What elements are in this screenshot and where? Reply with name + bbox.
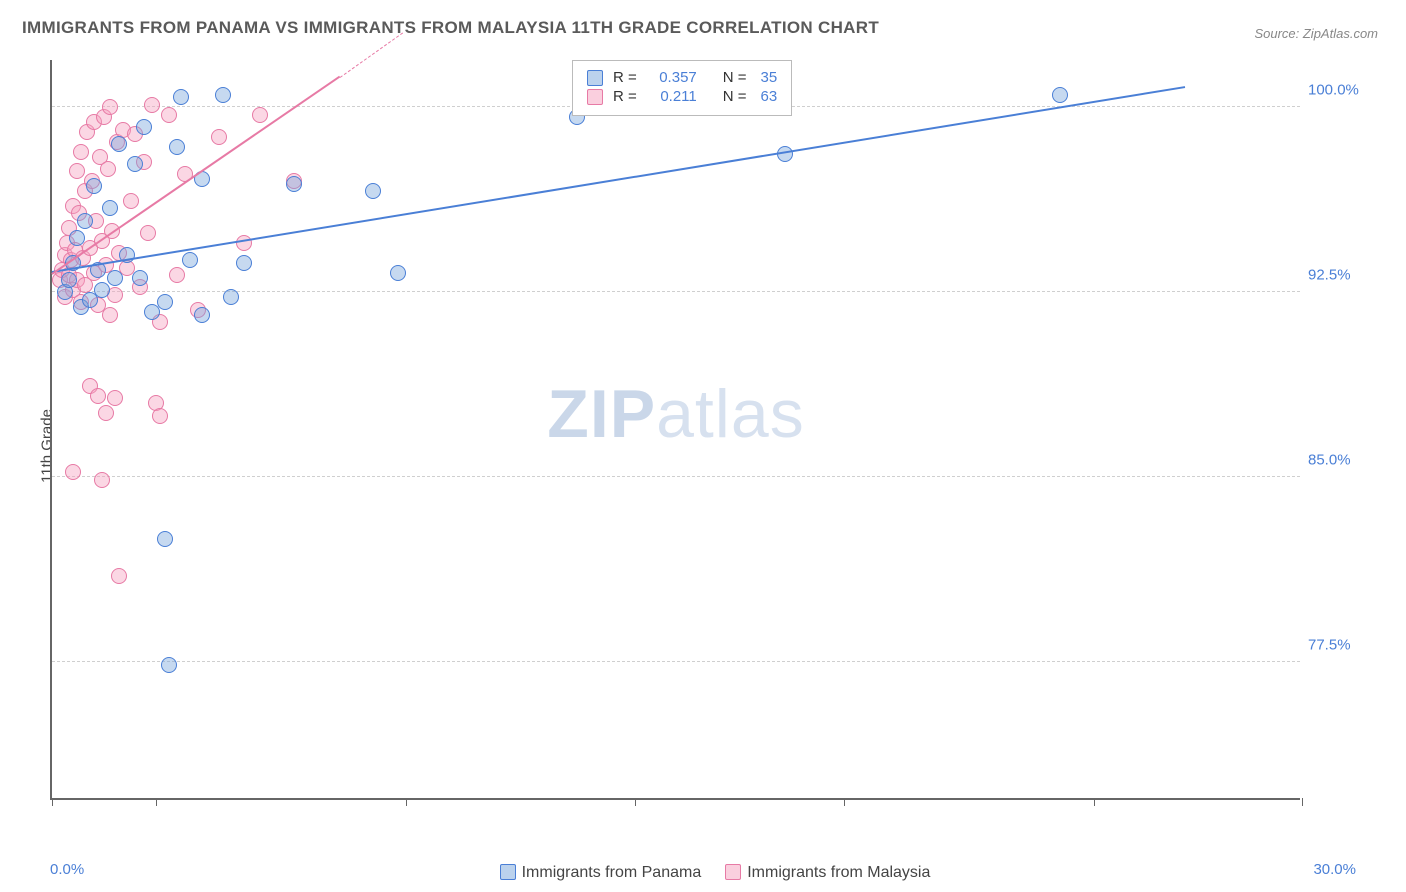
data-point	[252, 107, 268, 123]
legend-row: R = 0.211 N = 63	[587, 88, 777, 105]
data-point	[102, 200, 118, 216]
data-point	[215, 87, 231, 103]
legend-label: Immigrants from Malaysia	[747, 864, 930, 881]
n-label: N =	[723, 69, 747, 86]
r-label: R =	[613, 69, 637, 86]
data-point	[127, 156, 143, 172]
data-point	[173, 89, 189, 105]
n-value: 35	[761, 69, 778, 86]
data-point	[65, 464, 81, 480]
data-point	[94, 472, 110, 488]
legend-swatch	[500, 864, 516, 880]
n-value: 63	[761, 88, 778, 105]
n-label: N =	[723, 88, 747, 105]
legend-swatch	[587, 70, 603, 86]
data-point	[236, 235, 252, 251]
legend-swatch	[587, 89, 603, 105]
data-point	[223, 289, 239, 305]
gridline	[52, 661, 1300, 662]
trend-line-extrapolated	[339, 32, 402, 77]
data-point	[132, 270, 148, 286]
data-point	[102, 99, 118, 115]
gridline	[52, 476, 1300, 477]
correlation-legend: R = 0.357 N = 35 R = 0.211 N = 63	[572, 60, 792, 116]
data-point	[102, 307, 118, 323]
data-point	[61, 272, 77, 288]
x-tick	[52, 798, 53, 806]
y-tick-label: 85.0%	[1308, 452, 1378, 469]
x-tick	[156, 798, 157, 806]
data-point	[161, 107, 177, 123]
source-attribution: Source: ZipAtlas.com	[1254, 26, 1378, 41]
r-value: 0.357	[651, 69, 697, 86]
data-point	[94, 282, 110, 298]
data-point	[107, 270, 123, 286]
legend-swatch	[725, 864, 741, 880]
x-tick	[1094, 798, 1095, 806]
x-tick	[635, 798, 636, 806]
x-tick	[1302, 798, 1303, 806]
data-point	[161, 657, 177, 673]
chart-title: IMMIGRANTS FROM PANAMA VS IMMIGRANTS FRO…	[22, 18, 879, 38]
data-point	[73, 144, 89, 160]
data-point	[211, 129, 227, 145]
data-point	[136, 119, 152, 135]
y-tick-label: 100.0%	[1308, 82, 1378, 99]
data-point	[194, 307, 210, 323]
data-point	[144, 97, 160, 113]
scatter-plot: ZIPatlas R =0.357N =35R =0.211N =63 77.5…	[50, 60, 1300, 800]
watermark-light: atlas	[656, 376, 805, 452]
series-legend: Immigrants from Panama Immigrants from Ma…	[0, 864, 1406, 882]
data-point	[286, 176, 302, 192]
data-point	[98, 405, 114, 421]
data-point	[169, 267, 185, 283]
legend-row: R = 0.357 N = 35	[587, 69, 777, 86]
data-point	[123, 193, 139, 209]
watermark: ZIPatlas	[547, 375, 804, 453]
data-point	[111, 136, 127, 152]
data-point	[365, 183, 381, 199]
data-point	[140, 225, 156, 241]
data-point	[152, 408, 168, 424]
data-point	[86, 178, 102, 194]
data-point	[69, 163, 85, 179]
legend-label: Immigrants from Panama	[522, 864, 702, 881]
data-point	[157, 294, 173, 310]
watermark-bold: ZIP	[547, 376, 656, 452]
data-point	[111, 568, 127, 584]
data-point	[236, 255, 252, 271]
data-point	[169, 139, 185, 155]
data-point	[390, 265, 406, 281]
data-point	[182, 252, 198, 268]
data-point	[90, 388, 106, 404]
r-value: 0.211	[651, 88, 697, 105]
data-point	[77, 213, 93, 229]
data-point	[69, 230, 85, 246]
x-tick	[844, 798, 845, 806]
y-tick-label: 77.5%	[1308, 637, 1378, 654]
r-label: R =	[613, 88, 637, 105]
data-point	[100, 161, 116, 177]
data-point	[157, 531, 173, 547]
x-tick	[406, 798, 407, 806]
data-point	[1052, 87, 1068, 103]
gridline	[52, 291, 1300, 292]
data-point	[107, 390, 123, 406]
y-tick-label: 92.5%	[1308, 267, 1378, 284]
